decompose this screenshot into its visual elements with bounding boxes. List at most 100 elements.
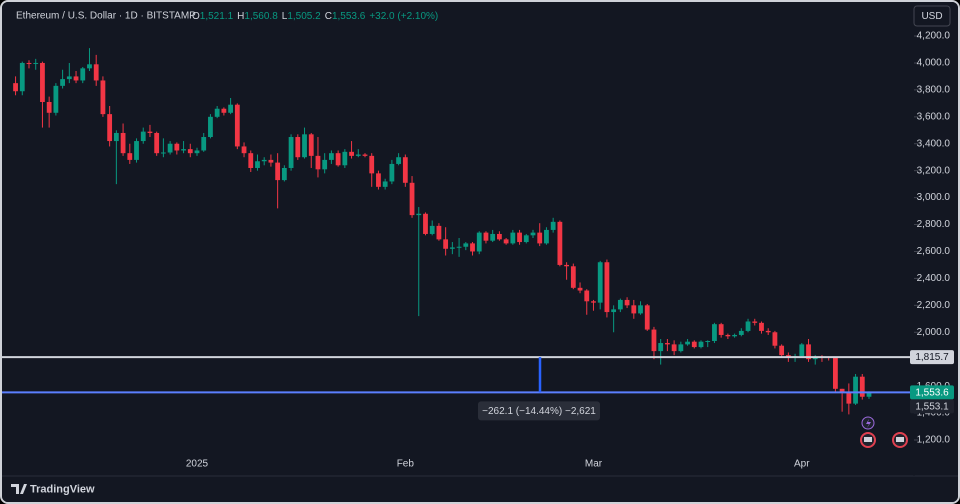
candle-body: [718, 324, 724, 335]
event-glyph: [866, 419, 871, 428]
candle-body: [530, 232, 536, 236]
candle-body: [759, 322, 764, 331]
candle-body: [691, 341, 697, 348]
candle-body: [416, 213, 422, 216]
candle-body: [33, 62, 39, 64]
candle-body: [765, 330, 771, 333]
candle-body: [449, 247, 455, 249]
candle-body: [510, 232, 516, 244]
candle-body: [570, 266, 576, 288]
y-tick-label: 3,000.0: [917, 192, 951, 203]
candle-body: [60, 79, 65, 86]
candle-body: [127, 153, 133, 160]
candle-body: [517, 232, 522, 243]
candle-body: [308, 134, 314, 156]
candle-body: [349, 151, 354, 156]
event-icons: [860, 416, 908, 448]
candle-body: [685, 341, 690, 345]
candle-body: [389, 163, 395, 182]
candle-body: [409, 182, 415, 216]
candle-body: [523, 235, 529, 243]
candle-body: [470, 243, 475, 252]
x-tick-label: 2025: [186, 459, 209, 470]
candle-body: [671, 344, 677, 352]
candle-body: [13, 83, 18, 92]
candle-body: [161, 152, 166, 154]
candle-body: [429, 225, 435, 234]
candle-body: [611, 309, 617, 313]
y-tick-label: 3,400.0: [917, 138, 951, 149]
measure-tooltip: [478, 401, 600, 421]
candle-body: [436, 225, 442, 240]
y-tick-label: 4,200.0: [917, 31, 951, 42]
candle-body: [745, 321, 751, 331]
candle-body: [604, 262, 610, 313]
candle-body: [651, 329, 657, 352]
candle-body: [483, 232, 489, 241]
legend-value: 1,560.8: [244, 11, 278, 22]
candle-body: [181, 149, 186, 151]
candle-body: [268, 159, 274, 163]
candle-body: [147, 131, 153, 133]
y-tick-label: 2,000.0: [917, 327, 951, 338]
candle-body: [322, 159, 328, 170]
brand: TradingView: [30, 483, 95, 495]
candle-body: [396, 157, 401, 164]
candle-body: [174, 143, 180, 151]
event-glyph: [864, 437, 872, 442]
candle-body: [712, 324, 717, 342]
candle-body: [100, 80, 106, 115]
candle-body: [658, 343, 664, 352]
candle-body: [342, 151, 348, 166]
candle-body: [537, 232, 543, 244]
candle-body: [261, 159, 267, 162]
candle-body: [154, 132, 160, 154]
candle-body: [463, 243, 469, 247]
candle-body: [738, 330, 744, 335]
candle-body: [557, 221, 563, 265]
bid-price-label-box: [910, 399, 954, 414]
candle-body: [490, 233, 496, 241]
last-price-label-box: [910, 385, 954, 400]
bid-price-label: 1,553.1: [915, 402, 949, 413]
measure-label: −262.1 (−14.44%) −2,621: [482, 406, 596, 417]
candle-body: [228, 104, 233, 113]
candle-body: [624, 299, 630, 306]
candle-body: [93, 64, 99, 81]
x-tick-label: Feb: [397, 459, 415, 470]
ohlc-legend: O1,521.1 H1,560.8 L1,505.2 C1,553.6 +32.0 (+…: [192, 11, 438, 22]
currency[interactable]: USD: [921, 11, 942, 22]
candle-body: [40, 62, 45, 103]
candle-body: [241, 146, 247, 154]
currency-button[interactable]: [913, 5, 951, 27]
y-tick-label: 3,600.0: [917, 111, 951, 122]
candle-body: [120, 132, 126, 154]
candle-body: [785, 355, 791, 357]
candle-body: [221, 108, 227, 113]
price-line-label: 1,815.7: [915, 352, 949, 363]
y-tick-label: 3,200.0: [917, 165, 951, 176]
candle-body: [376, 173, 381, 187]
legend-key: H: [237, 11, 244, 22]
legend-change: +32.0 (+2.10%): [369, 11, 438, 22]
candle-body: [833, 357, 838, 389]
candle-body: [288, 137, 294, 168]
y-tick-label: 2,200.0: [917, 300, 951, 311]
candle-body: [248, 153, 254, 168]
candle-body: [134, 141, 139, 160]
legend-value: 1,505.2: [287, 11, 321, 22]
candle-body: [476, 232, 482, 252]
legend-value: 1,521.1: [200, 11, 234, 22]
candle-body: [503, 239, 509, 244]
candle-body: [725, 334, 731, 337]
candle-body: [665, 343, 670, 345]
candle-body: [859, 376, 865, 397]
candle-body: [550, 221, 556, 230]
candle-body: [423, 213, 428, 234]
candle-body: [355, 154, 361, 156]
candle-body: [638, 305, 643, 314]
candle-body: [26, 62, 32, 64]
y-tick-label: 1,200.0: [917, 435, 951, 446]
